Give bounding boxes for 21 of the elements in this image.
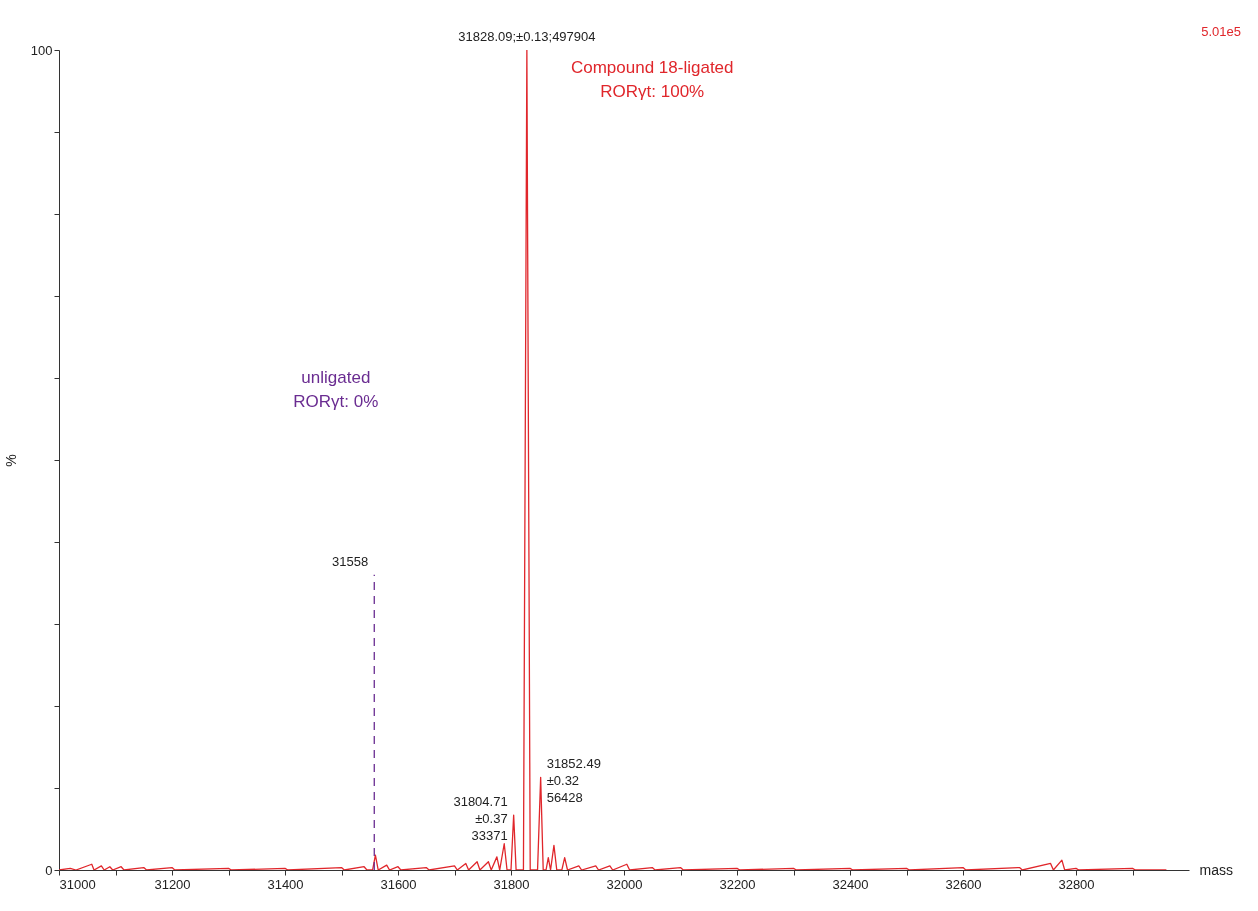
annotation: 31852.49 ±0.32 56428 <box>546 756 601 806</box>
x-tick-label: 31800 <box>493 876 530 892</box>
annotation: 31828.09;±0.13;497904 <box>458 29 596 44</box>
annotation: 31558 <box>332 553 369 569</box>
y-tick-label: 100 <box>30 42 53 58</box>
text: 5.01e5 <box>1201 24 1241 39</box>
x-tick-label: 32200 <box>719 876 756 892</box>
x-tick-label: 32600 <box>945 876 982 892</box>
annotation: 31804.71 ±0.37 33371 <box>453 794 508 844</box>
x-axis-title: mass <box>1199 861 1233 878</box>
x-tick-label: 31000 <box>59 876 96 892</box>
x-tick-label: 31400 <box>267 876 304 892</box>
x-tick-label: 31200 <box>154 876 191 892</box>
y-axis-title: % <box>2 454 19 467</box>
annotation: Compound 18-ligated RORγt: 100% <box>570 58 734 101</box>
y-tick-label: 0 <box>45 862 53 878</box>
x-tick-label: 31600 <box>380 876 417 892</box>
x-tick-label: 32400 <box>832 876 869 892</box>
x-tick-label: 32000 <box>606 876 643 892</box>
annotation: unligated RORγt: 0% <box>293 367 379 411</box>
x-tick-label: 32800 <box>1058 876 1095 892</box>
